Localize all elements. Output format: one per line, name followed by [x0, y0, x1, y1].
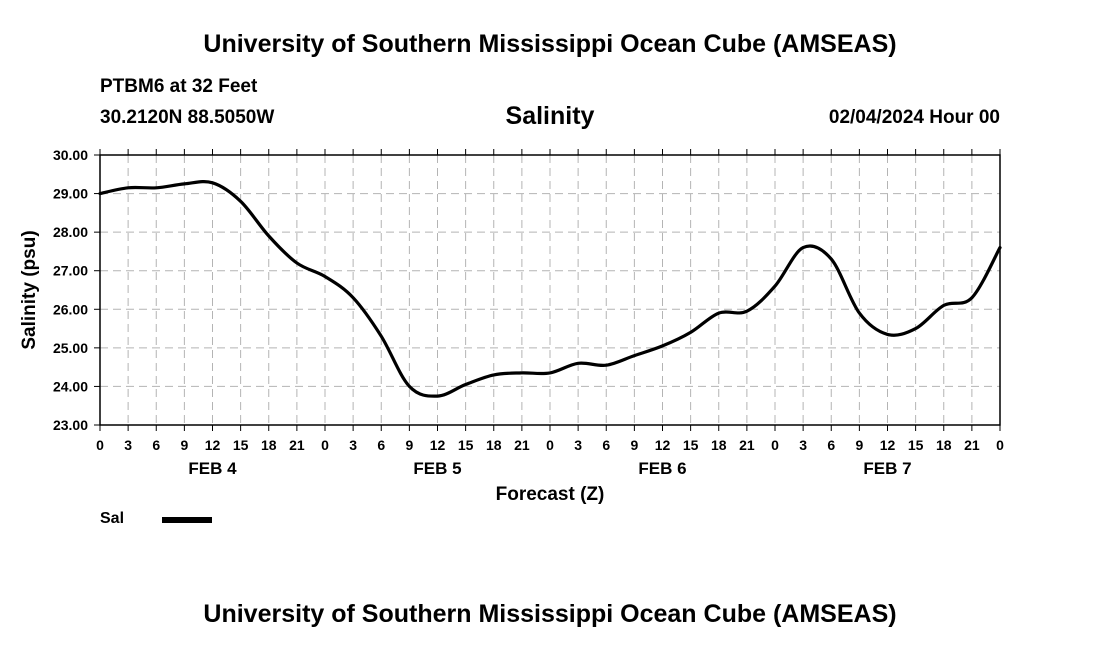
legend-swatch: [162, 517, 212, 523]
x-tick-label: 0: [546, 437, 554, 453]
x-tick-label: 21: [289, 437, 305, 453]
station-label: PTBM6 at 32 Feet: [100, 76, 258, 97]
x-axis-label: Forecast (Z): [496, 484, 605, 505]
forecast-datetime: 02/04/2024 Hour 00: [828, 107, 1000, 128]
y-tick-label: 25.00: [53, 340, 88, 356]
location-label: 30.2120N 88.5050W: [100, 107, 275, 128]
x-tick-label: 3: [799, 437, 807, 453]
x-tick-label: 15: [683, 437, 699, 453]
x-tick-label: 21: [964, 437, 980, 453]
chart-subtitle: Salinity: [505, 102, 595, 130]
x-tick-label: 21: [739, 437, 755, 453]
x-tick-label: 18: [711, 437, 727, 453]
x-tick-label: 18: [936, 437, 952, 453]
x-tick-label: 18: [486, 437, 502, 453]
x-tick-label: 9: [630, 437, 638, 453]
y-tick-label: 26.00: [53, 301, 88, 317]
x-tick-label: 9: [405, 437, 413, 453]
x-tick-label: 9: [855, 437, 863, 453]
x-tick-label: 18: [261, 437, 277, 453]
x-tick-label: 6: [827, 437, 835, 453]
y-tick-label: 24.00: [53, 378, 88, 394]
x-day-label: FEB 6: [638, 459, 686, 478]
y-tick-label: 29.00: [53, 186, 88, 202]
x-tick-label: 0: [771, 437, 779, 453]
x-tick-label: 15: [908, 437, 924, 453]
y-tick-label: 30.00: [53, 147, 88, 163]
x-tick-label: 6: [602, 437, 610, 453]
x-tick-label: 12: [880, 437, 896, 453]
y-tick-label: 28.00: [53, 224, 88, 240]
y-tick-label: 27.00: [53, 263, 88, 279]
x-tick-label: 15: [458, 437, 474, 453]
x-tick-label: 12: [430, 437, 446, 453]
x-tick-label: 21: [514, 437, 530, 453]
grid: [100, 155, 1000, 425]
x-tick-label: 0: [96, 437, 104, 453]
y-axis-label: Salinity (psu): [19, 230, 40, 349]
chart-title-top: University of Southern Mississippi Ocean…: [203, 30, 897, 58]
x-tick-label: 12: [655, 437, 671, 453]
x-tick-label: 15: [233, 437, 249, 453]
x-day-label: FEB 7: [863, 459, 911, 478]
x-tick-label: 0: [996, 437, 1004, 453]
salinity-series-line: [98, 180, 1002, 398]
x-tick-label: 6: [152, 437, 160, 453]
axis-ticks: 23.00 24.00 25.00 26.00 27.00 28.00 29.00 30.00…: [53, 147, 1004, 478]
x-tick-label: 3: [574, 437, 582, 453]
x-tick-label: 3: [349, 437, 357, 453]
x-tick-label: 0: [321, 437, 329, 453]
y-tick-label: 23.00: [53, 417, 88, 433]
x-tick-label: 9: [180, 437, 188, 453]
x-day-label: FEB 4: [188, 459, 237, 478]
x-day-label: FEB 5: [413, 459, 461, 478]
chart-title-bottom: University of Southern Mississippi Ocean…: [203, 600, 897, 628]
x-tick-label: 12: [205, 437, 221, 453]
x-tick-label: 3: [124, 437, 132, 453]
legend-label: Sal: [100, 510, 125, 527]
x-tick-label: 6: [377, 437, 385, 453]
